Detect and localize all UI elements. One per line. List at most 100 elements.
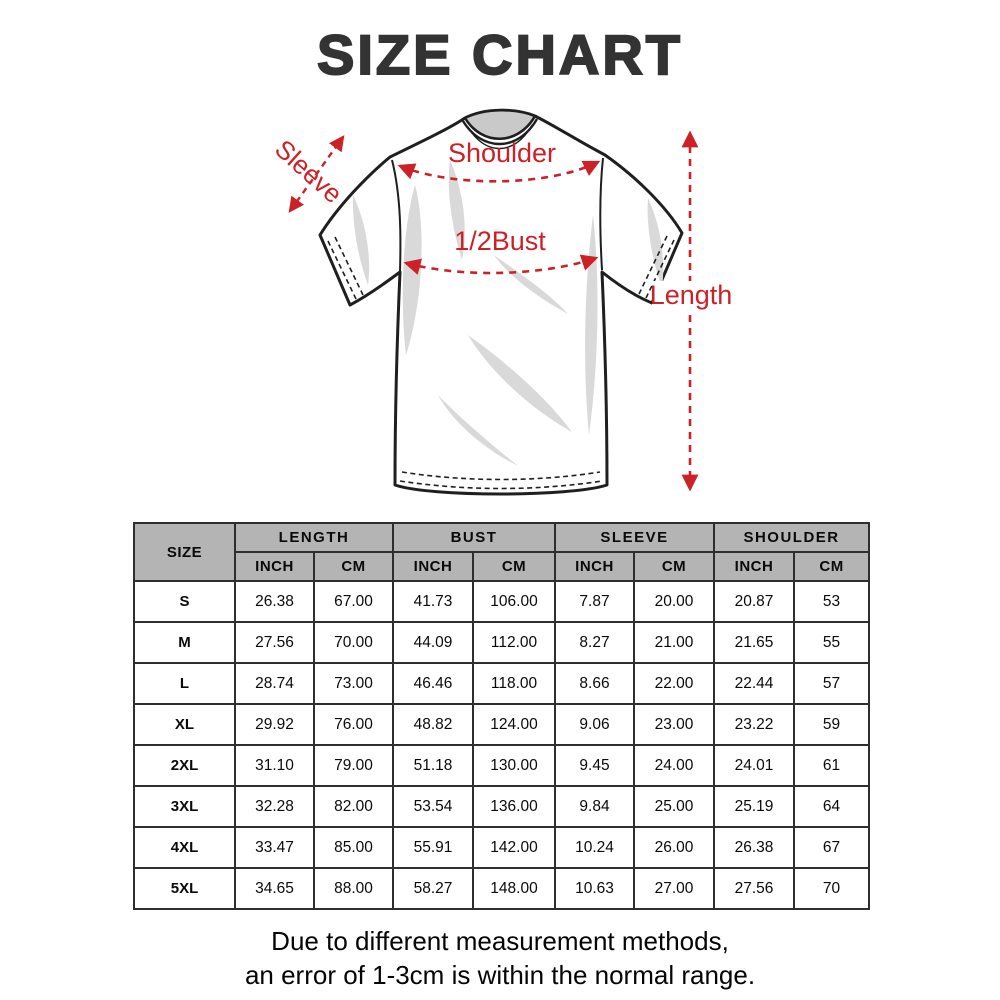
measurement-cell: 25.19 — [713, 785, 796, 828]
measurement-cell: 32.28 — [234, 785, 315, 828]
measurement-cell: 130.00 — [472, 744, 557, 787]
size-row-label: M — [133, 621, 236, 664]
measurement-cell: 28.74 — [234, 662, 315, 705]
measurement-cell: 46.46 — [392, 662, 475, 705]
measurement-cell: 55 — [793, 621, 871, 664]
measurement-cell: 27.56 — [234, 621, 315, 664]
table-row: 3XL 32.28 82.00 53.54 136.00 9.84 25.00 25.19 64 — [133, 785, 871, 828]
bust-cm-header: CM — [472, 551, 557, 582]
bust-arrow — [403, 254, 599, 275]
measurement-cell: 20.00 — [633, 580, 716, 623]
bust-inch-header: INCH — [392, 551, 475, 582]
measurement-cell: 51.18 — [392, 744, 475, 787]
measurement-cell: 21.65 — [713, 621, 796, 664]
size-row-label: 5XL — [133, 867, 236, 910]
measurement-cell: 106.00 — [472, 580, 557, 623]
measurement-cell: 118.00 — [472, 662, 557, 705]
measurement-cell: 67 — [793, 826, 871, 869]
measurement-cell: 27.00 — [633, 867, 716, 910]
measurement-cell: 148.00 — [472, 867, 557, 910]
size-row-label: 4XL — [133, 826, 236, 869]
measurement-cell: 53.54 — [392, 785, 475, 828]
tshirt-measurement-diagram: Shoulder 1/2Bust Length Sleeve — [269, 108, 733, 496]
measurement-cell: 24.00 — [633, 744, 716, 787]
shoulder-label: Shoulder — [448, 138, 556, 168]
measurement-cell: 124.00 — [472, 703, 557, 746]
measurement-cell: 76.00 — [312, 703, 395, 746]
measurement-cell: 44.09 — [392, 621, 475, 664]
size-table: SIZE LENGTH BUST SLEEVE SHOULDER INCH CM… — [133, 522, 871, 910]
measurement-cell: 61 — [793, 744, 871, 787]
measurement-cell: 26.38 — [713, 826, 796, 869]
table-row: M 27.56 70.00 44.09 112.00 8.27 21.00 21.65 55 — [133, 621, 871, 664]
length-group-header: LENGTH — [233, 522, 395, 553]
measurement-cell: 10.24 — [554, 826, 636, 869]
measurement-cell: 24.01 — [713, 744, 796, 787]
measurement-cell: 21.00 — [633, 621, 716, 664]
measurement-cell: 9.84 — [554, 785, 636, 828]
measurement-cell: 64 — [793, 785, 871, 828]
measurement-cell: 27.56 — [713, 867, 796, 910]
shoulder-cm-header: CM — [793, 551, 871, 582]
measurement-cell: 34.65 — [234, 867, 315, 910]
disclaimer-line-2: an error of 1-3cm is within the normal r… — [244, 960, 756, 990]
bust-group-header: BUST — [392, 522, 557, 553]
measurement-cell: 112.00 — [472, 621, 557, 664]
shoulder-inch-header: INCH — [713, 551, 796, 582]
measurement-cell: 33.47 — [234, 826, 315, 869]
measurement-cell: 58.27 — [392, 867, 475, 910]
measurement-cell: 29.92 — [234, 703, 315, 746]
measurement-cell: 23.00 — [633, 703, 716, 746]
measurement-cell: 57 — [793, 662, 871, 705]
size-row-label: 3XL — [133, 785, 236, 828]
measurement-cell: 9.06 — [554, 703, 636, 746]
measurement-cell: 73.00 — [312, 662, 395, 705]
measurement-cell: 70 — [793, 867, 871, 910]
size-row-label: 2XL — [133, 744, 236, 787]
measurement-cell: 22.44 — [713, 662, 796, 705]
measurement-cell: 10.63 — [554, 867, 636, 910]
measurement-cell: 7.87 — [554, 580, 636, 623]
measurement-cell: 23.22 — [713, 703, 796, 746]
length-label: Length — [650, 280, 733, 310]
measurement-cell: 8.27 — [554, 621, 636, 664]
length-cm-header: CM — [312, 551, 395, 582]
size-column-header: SIZE — [133, 522, 236, 582]
measurement-cell: 20.87 — [713, 580, 796, 623]
measurement-cell: 53 — [793, 580, 871, 623]
measurement-cell: 142.00 — [472, 826, 557, 869]
measurement-annotations: Shoulder 1/2Bust Length Sleeve — [269, 130, 733, 492]
sleeve-arrow — [288, 135, 345, 213]
table-row: L 28.74 73.00 46.46 118.00 8.66 22.00 22.44 57 — [133, 662, 871, 705]
measurement-cell: 82.00 — [312, 785, 395, 828]
table-row: 4XL 33.47 85.00 55.91 142.00 10.24 26.00 26.38 6… — [133, 826, 871, 869]
measurement-cell: 136.00 — [472, 785, 557, 828]
size-row-label: L — [133, 662, 236, 705]
sleeve-group-header: SLEEVE — [554, 522, 716, 553]
measurement-cell: 8.66 — [554, 662, 636, 705]
measurement-cell: 85.00 — [312, 826, 395, 869]
measurement-cell: 9.45 — [554, 744, 636, 787]
measurement-cell: 41.73 — [392, 580, 475, 623]
page-title: SIZE CHART — [316, 22, 683, 87]
table-row: S 26.38 67.00 41.73 106.00 7.87 20.00 20.87 53 — [133, 580, 871, 623]
measurement-disclaimer: Due to different measurement methods, an… — [0, 924, 1000, 992]
measurement-cell: 70.00 — [312, 621, 395, 664]
size-row-label: XL — [133, 703, 236, 746]
sleeve-cm-header: CM — [633, 551, 716, 582]
table-row: XL 29.92 76.00 48.82 124.00 9.06 23.00 23.22 59 — [133, 703, 871, 746]
measurement-cell: 59 — [793, 703, 871, 746]
table-row: 2XL 31.10 79.00 51.18 130.00 9.45 24.00 24.01 61 — [133, 744, 871, 787]
measurement-cell: 55.91 — [392, 826, 475, 869]
shoulder-group-header: SHOULDER — [713, 522, 871, 553]
length-inch-header: INCH — [234, 551, 315, 582]
measurement-cell: 31.10 — [234, 744, 315, 787]
measurement-cell: 48.82 — [392, 703, 475, 746]
bust-label: 1/2Bust — [454, 226, 546, 256]
measurement-cell: 88.00 — [312, 867, 395, 910]
measurement-cell: 22.00 — [633, 662, 716, 705]
sleeve-inch-header: INCH — [554, 551, 636, 582]
measurement-cell: 26.00 — [633, 826, 716, 869]
stitching — [327, 235, 675, 490]
